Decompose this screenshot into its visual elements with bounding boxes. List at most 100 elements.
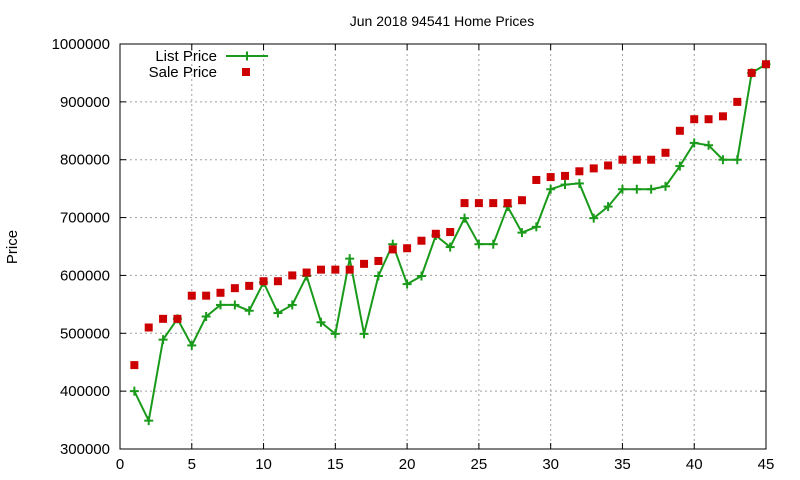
sale-price-point: [460, 199, 469, 208]
x-tick-label: 40: [686, 456, 703, 473]
y-tick-label: 300000: [60, 441, 110, 458]
y-tick-label: 800000: [60, 152, 110, 169]
list-price-point: [201, 312, 211, 322]
sale-price-point: [187, 291, 196, 300]
list-price-point: [632, 184, 642, 194]
sale-price-point: [661, 148, 670, 157]
y-tick-label: 600000: [60, 267, 110, 284]
list-price-point: [617, 184, 627, 194]
list-price-point: [732, 155, 742, 165]
legend: List Price Sale Price: [149, 48, 268, 81]
list-price-point: [646, 184, 656, 194]
sale-price-point: [374, 256, 383, 265]
sale-price-point: [288, 271, 297, 280]
list-price-point: [517, 228, 527, 238]
list-price-point: [144, 416, 154, 426]
sale-price-point: [690, 115, 699, 124]
list-price-point: [589, 213, 599, 223]
sale-price-point: [503, 199, 512, 208]
sale-price-point: [733, 97, 742, 106]
y-axis-title: Price: [4, 230, 21, 264]
list-price-point: [345, 254, 355, 264]
list-price-point: [359, 329, 369, 339]
x-tick-label: 20: [399, 456, 416, 473]
legend-label-list-price: List Price: [155, 48, 217, 65]
sale-price-point: [561, 171, 570, 180]
x-tick-label: 30: [542, 456, 559, 473]
list-price-point: [704, 140, 714, 150]
sale-price-point: [130, 361, 139, 370]
sale-price-point: [388, 245, 397, 254]
legend-label-sale-price: Sale Price: [149, 64, 217, 81]
list-price-point: [330, 329, 340, 339]
sale-price-point: [718, 112, 727, 121]
y-tick-label: 700000: [60, 210, 110, 227]
sale-price-point: [331, 265, 340, 274]
sale-price-point: [546, 173, 555, 182]
y-tick-label: 900000: [60, 94, 110, 111]
list-price-point: [402, 279, 412, 289]
list-price-point: [531, 222, 541, 232]
list-price-point: [574, 178, 584, 188]
list-price-point: [244, 306, 254, 316]
list-price-point: [474, 239, 484, 249]
x-tick-label: 25: [471, 456, 488, 473]
x-tick-label: 35: [614, 456, 631, 473]
sale-price-point: [747, 68, 756, 77]
x-tick-label: 10: [255, 456, 272, 473]
sale-price-point: [632, 155, 641, 164]
plot-frame: [119, 43, 767, 450]
legend-swatch-list-price-marker: [242, 51, 252, 61]
list-price-point: [215, 300, 225, 310]
y-tick-label: 400000: [60, 383, 110, 400]
list-price-point: [488, 239, 498, 249]
series-sale-price: [130, 60, 770, 370]
sale-price-point: [273, 277, 282, 286]
x-tick-label: 0: [116, 456, 124, 473]
list-price-point: [460, 213, 470, 223]
y-tick-label: 1000000: [52, 36, 110, 53]
list-price-point: [445, 242, 455, 252]
sale-price-point: [474, 199, 483, 208]
legend-swatches: [226, 51, 268, 76]
sale-price-point: [202, 291, 211, 300]
sale-price-point: [259, 277, 268, 286]
sale-price-point: [604, 161, 613, 170]
list-price-point: [273, 308, 283, 318]
sale-price-point: [216, 288, 225, 297]
sale-price-point: [403, 244, 412, 253]
sale-price-point: [302, 268, 311, 277]
list-price-point: [287, 300, 297, 310]
sale-price-point: [230, 284, 239, 293]
axis-ticks: 0 5 10 15 20 25 30 35 40 45 300000 400000 500000 6000…: [52, 36, 775, 473]
list-price-point: [603, 202, 613, 212]
sale-price-point: [316, 265, 325, 274]
sale-price-point: [675, 126, 684, 135]
series-list-price: [129, 59, 771, 426]
y-tick-label: 500000: [60, 325, 110, 342]
sale-price-point: [245, 281, 254, 290]
list-price-point: [675, 161, 685, 171]
series: [129, 59, 771, 426]
sale-price-point: [345, 265, 354, 274]
sale-price-point: [589, 164, 598, 173]
list-price-point: [129, 386, 139, 396]
sale-price-point: [446, 228, 455, 237]
sale-price-point: [417, 236, 426, 245]
list-price-point: [560, 180, 570, 190]
list-price-point: [546, 184, 556, 194]
sale-price-point: [532, 175, 541, 184]
sale-price-point: [431, 229, 440, 238]
list-price-point: [718, 155, 728, 165]
list-price-point: [661, 181, 671, 191]
sale-price-point: [173, 314, 182, 323]
list-price-point: [158, 335, 168, 345]
list-price-point: [187, 340, 197, 350]
list-price-point: [230, 300, 240, 310]
x-tick-label: 45: [758, 456, 775, 473]
x-tick-label: 5: [188, 456, 196, 473]
sale-price-point: [144, 323, 153, 332]
list-price-point: [316, 317, 326, 327]
